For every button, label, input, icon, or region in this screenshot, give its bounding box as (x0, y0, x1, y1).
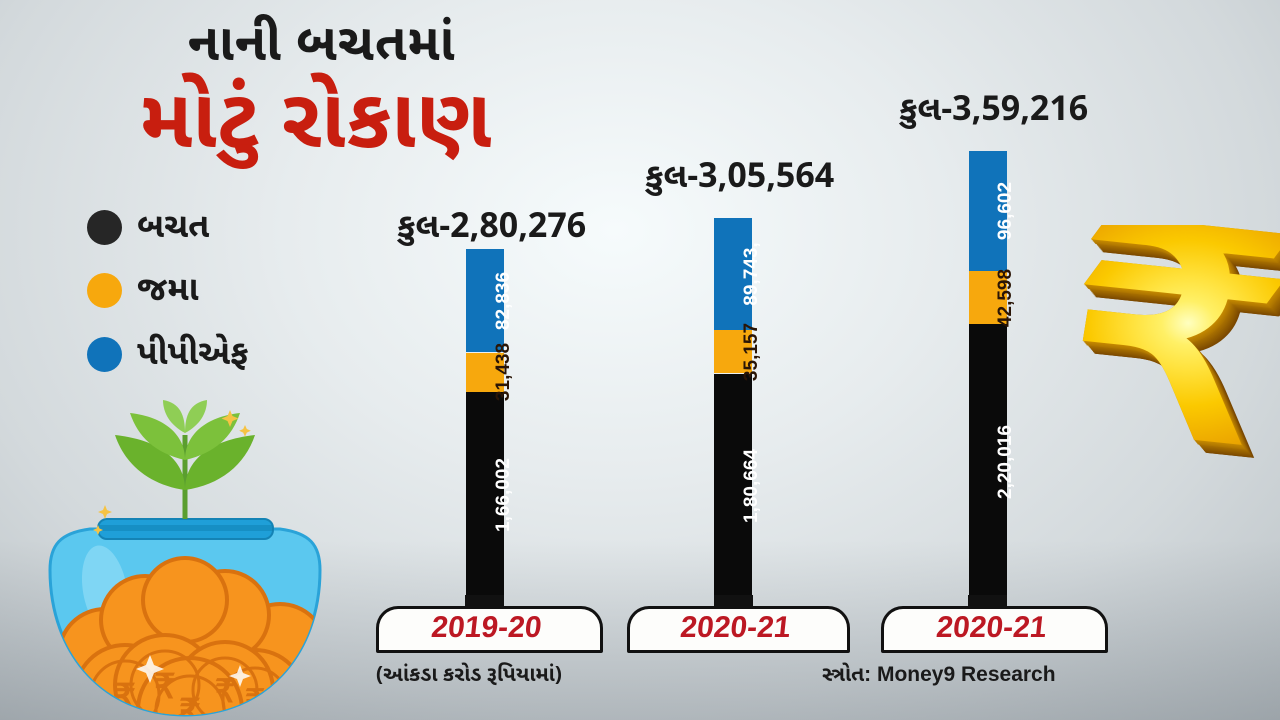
svg-text:₹: ₹ (215, 673, 235, 709)
